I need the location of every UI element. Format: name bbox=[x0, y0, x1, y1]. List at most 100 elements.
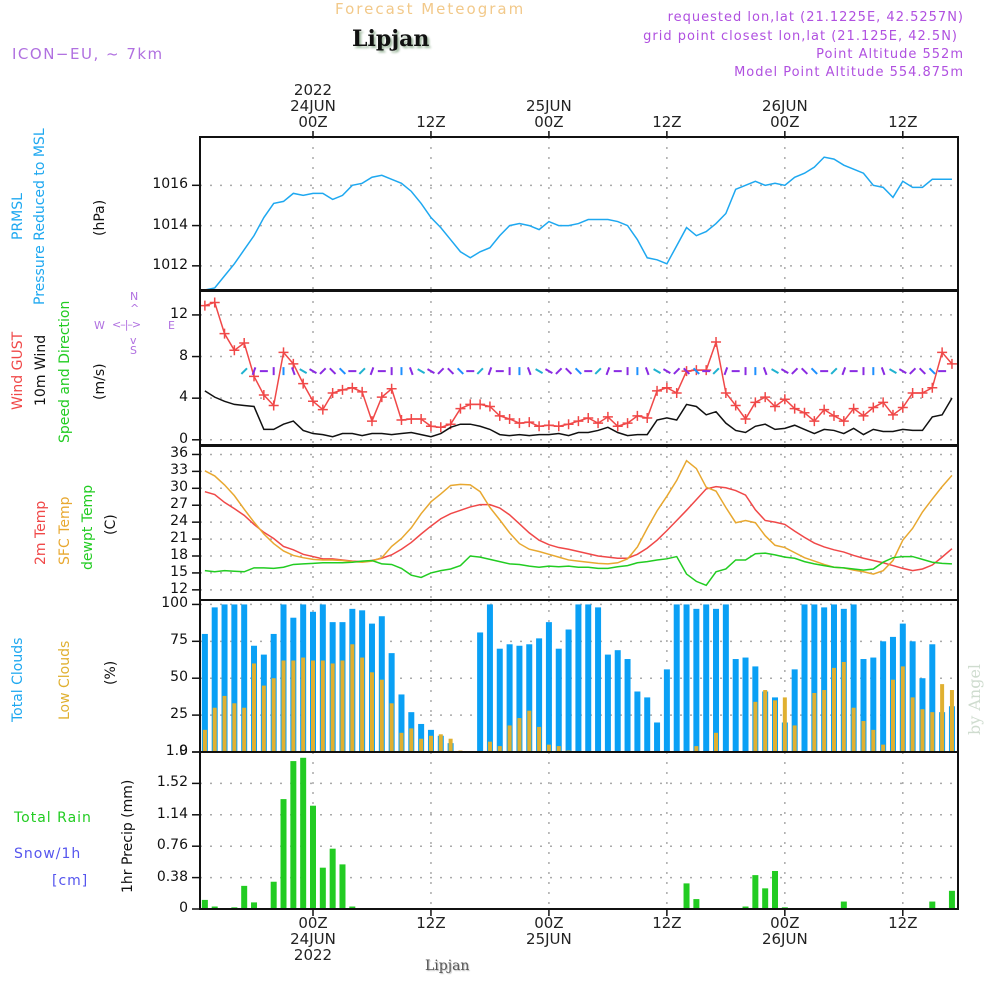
wind-direction-arrow bbox=[673, 367, 681, 375]
chart-title: Forecast Meteogram bbox=[335, 0, 526, 18]
total-clouds-bar bbox=[231, 604, 238, 752]
low-clouds-bar bbox=[487, 741, 492, 752]
total-clouds-bar bbox=[604, 654, 611, 752]
compass-up: ^ bbox=[130, 302, 140, 315]
precip-bar bbox=[270, 881, 277, 909]
wind-direction-arrow bbox=[319, 367, 327, 375]
x-tick-label-top: 12Z bbox=[391, 114, 471, 130]
gust-marker bbox=[809, 416, 820, 427]
gust-marker bbox=[573, 416, 584, 427]
point-altitude: Point Altitude 552m bbox=[816, 47, 964, 62]
low-clouds-bar bbox=[330, 663, 335, 752]
total-clouds-bar bbox=[634, 691, 641, 752]
wind-direction-arrow bbox=[565, 367, 573, 375]
wind-direction-arrow bbox=[240, 367, 248, 375]
gust-marker bbox=[730, 400, 741, 411]
low-clouds-bar bbox=[841, 661, 846, 752]
low-clouds-bar bbox=[694, 746, 699, 752]
gust-marker bbox=[878, 397, 889, 408]
y-tick-label: 15 bbox=[170, 563, 188, 580]
precip-bar bbox=[290, 761, 297, 909]
total-clouds-bar bbox=[663, 669, 670, 752]
total-clouds-bar bbox=[673, 604, 680, 752]
total-clouds-bar bbox=[201, 633, 208, 752]
x-tick-line: 12Z bbox=[652, 914, 682, 932]
low-clouds-bar bbox=[792, 725, 797, 752]
total-clouds-bar bbox=[850, 604, 857, 752]
low-clouds-bar bbox=[949, 690, 954, 752]
gust-marker bbox=[396, 415, 407, 426]
y-tick-label: 0 bbox=[179, 430, 188, 447]
x-tick-line: 12Z bbox=[888, 914, 918, 932]
wind-direction-arrow bbox=[692, 367, 700, 375]
y-tick-label: 0 bbox=[179, 743, 188, 759]
total-clouds-bar bbox=[575, 604, 582, 752]
y-tick-label: 0.38 bbox=[156, 868, 188, 885]
precip-bar bbox=[251, 902, 258, 909]
precip-bar bbox=[300, 757, 307, 909]
low-clouds-bar bbox=[900, 666, 905, 752]
low-clouds-bar bbox=[271, 678, 276, 752]
total-clouds-bar bbox=[644, 697, 651, 752]
total-clouds-bar bbox=[585, 604, 592, 752]
total-clouds-bar bbox=[506, 644, 513, 752]
total-clouds-bar bbox=[496, 648, 503, 752]
gust-marker bbox=[504, 413, 515, 424]
gust-marker bbox=[770, 401, 781, 412]
y-tick-label: 1012 bbox=[152, 256, 188, 273]
x-tick-line: 25JUN bbox=[526, 930, 572, 948]
gust-marker bbox=[848, 403, 859, 414]
y-tick-label: 75 bbox=[170, 632, 188, 649]
wind-direction-arrow bbox=[723, 367, 729, 376]
wind-direction-arrow bbox=[574, 367, 582, 375]
low-clouds-bar bbox=[910, 697, 915, 752]
gust-marker bbox=[514, 418, 525, 429]
gust-marker bbox=[593, 418, 604, 429]
total-clouds-bar bbox=[880, 641, 887, 752]
gust-marker bbox=[612, 421, 623, 432]
low-clouds-bar bbox=[527, 710, 532, 752]
total-clouds-bar bbox=[595, 607, 602, 752]
wind-direction-arrow bbox=[369, 367, 375, 376]
wind-direction-arrow bbox=[535, 368, 544, 374]
y-tick-label: 12 bbox=[170, 580, 188, 597]
wind-direction-arrow bbox=[544, 368, 553, 374]
gust-marker bbox=[534, 421, 545, 432]
wind-direction-arrow bbox=[417, 368, 426, 374]
gust-marker bbox=[337, 384, 348, 395]
low-clouds-bar bbox=[556, 746, 561, 752]
precip-bar bbox=[840, 901, 847, 909]
gust-marker bbox=[779, 394, 790, 405]
wind-direction-arrow bbox=[594, 367, 602, 375]
wind-direction-arrow bbox=[662, 368, 671, 374]
low-clouds-bar bbox=[311, 660, 315, 752]
x-tick-label-bottom: 00Z 26JUN bbox=[745, 915, 825, 947]
y-tick-label: 4 bbox=[179, 389, 188, 406]
low-clouds-bar bbox=[222, 695, 227, 752]
gust-marker bbox=[632, 410, 643, 421]
gust-marker bbox=[357, 386, 368, 397]
x-tick-line: 00Z bbox=[770, 914, 800, 932]
wind-direction-arrow bbox=[605, 367, 611, 376]
wind-direction-arrow bbox=[299, 368, 308, 374]
total-clouds-bar bbox=[555, 648, 562, 752]
precip-bar bbox=[211, 906, 218, 909]
low-clouds-bar bbox=[409, 728, 414, 752]
gust-marker bbox=[258, 390, 269, 401]
total-clouds-bar bbox=[536, 638, 543, 752]
gust-marker bbox=[298, 378, 309, 389]
series-line-2m-temp bbox=[204, 485, 953, 572]
wind-direction-arrow bbox=[437, 367, 445, 375]
x-tick-line: 00Z bbox=[770, 113, 800, 131]
wind-direction-arrow bbox=[426, 368, 435, 374]
wind-direction-arrow bbox=[644, 367, 650, 376]
wind-direction-arrow bbox=[329, 367, 337, 375]
series-line-10m-wind bbox=[204, 390, 953, 438]
gust-marker bbox=[622, 418, 633, 429]
wind-direction-arrow bbox=[358, 367, 366, 375]
wind-direction-arrow bbox=[841, 367, 847, 376]
x-tick-label-top: 25JUN 00Z bbox=[509, 98, 589, 130]
gust-marker bbox=[553, 421, 564, 432]
gust-marker bbox=[927, 382, 938, 393]
x-tick-label-top: 12Z bbox=[863, 114, 943, 130]
